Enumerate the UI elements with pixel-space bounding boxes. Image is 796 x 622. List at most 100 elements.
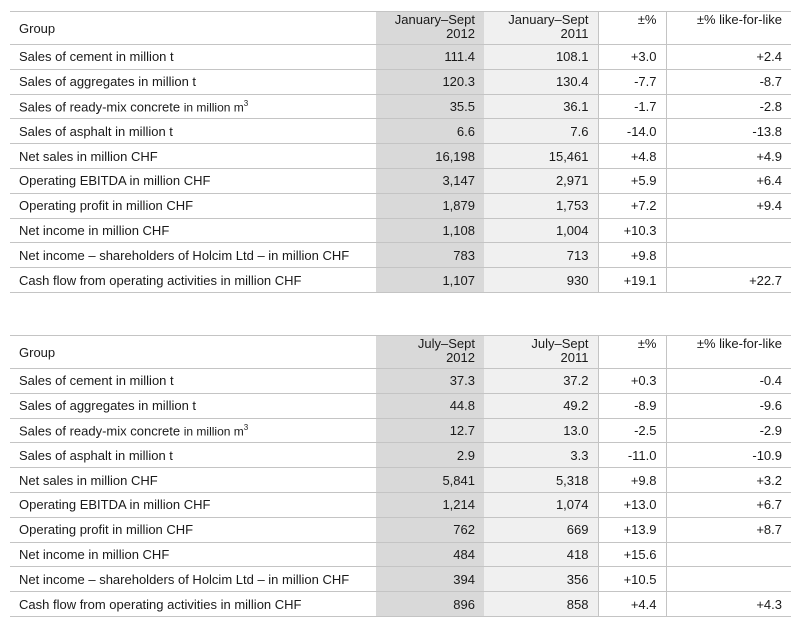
cell-v3: +5.9: [597, 167, 666, 194]
row-label: Operating profit in million CHF: [10, 516, 376, 543]
row-label: Sales of aggregates in million t: [10, 68, 376, 95]
label-text: Net income – shareholders of Holcim Ltd …: [19, 571, 350, 587]
label-text: Cash flow from operating activities in m…: [19, 596, 302, 612]
cell-v2: 1,753: [484, 192, 598, 219]
table-row: Sales of asphalt in million t 6.6 7.6 -14.0…: [10, 118, 791, 145]
table-row: Sales of cement in million t 37.3 37.2 +0.3…: [10, 368, 791, 394]
cell-v4: [665, 541, 791, 568]
table-row: Cash flow from operating activities in m…: [10, 267, 791, 293]
header-c2: January–Sept 2011: [484, 11, 598, 45]
table-row: Sales of cement in million t 111.4 108.1 +3…: [10, 44, 791, 70]
cell-v4: +22.7: [665, 267, 791, 293]
cell-v3: +7.2: [597, 192, 666, 219]
row-label: Net income – shareholders of Holcim Ltd …: [10, 566, 376, 593]
header-c1: January–Sept 2012: [376, 11, 484, 45]
table-row: Operating profit in million CHF 762 669 +13…: [10, 516, 791, 543]
cell-v2: 418: [484, 541, 598, 568]
row-label: Sales of asphalt in million t: [10, 442, 376, 469]
cell-v1: 111.4: [376, 44, 484, 70]
jan-sept-table: Group January–Sept 2012 January–Sept 2011 ±% ±…: [10, 11, 791, 293]
cell-v4: +3.2: [665, 467, 791, 493]
cell-v2: 2,971: [484, 167, 598, 194]
row-label: Net sales in million CHF: [10, 467, 376, 493]
header-change: ±%: [597, 11, 666, 45]
cell-v3: -11.0: [597, 442, 666, 469]
header-group: Group: [10, 335, 376, 369]
label-text: Cash flow from operating activities in m…: [19, 272, 302, 288]
header-c1: July–Sept 2012: [376, 335, 484, 369]
label-text: Operating profit in million CHF: [19, 198, 194, 214]
header-line1: July–Sept: [531, 336, 589, 351]
cell-v3: -7.7: [597, 68, 666, 95]
row-label: Operating EBITDA in million CHF: [10, 167, 376, 194]
label-text: Net sales in million CHF: [19, 472, 158, 488]
label-text: Sales of ready-mix concrete: [19, 423, 181, 439]
table-row: Cash flow from operating activities in m…: [10, 591, 791, 617]
cell-v1: 44.8: [376, 392, 484, 419]
label-unit: in million m: [183, 100, 244, 115]
header-line1: January–Sept: [508, 12, 589, 27]
label-text: Operating profit in million CHF: [19, 522, 194, 538]
table-row: Operating profit in million CHF 1,879 1,75…: [10, 192, 791, 219]
label-text: Sales of aggregates in million t: [19, 74, 197, 90]
label-text: Net income in million CHF: [19, 222, 170, 238]
label-sup: 3: [243, 422, 249, 432]
header-row: Group January–Sept 2012 January–Sept 2011 ±% ±…: [10, 11, 791, 45]
label-unit: in million m: [183, 424, 244, 439]
label-text: Net income in million CHF: [19, 546, 170, 562]
cell-v2: 36.1: [484, 93, 598, 120]
header-line1: July–Sept: [417, 336, 475, 351]
cell-v1: 1,108: [376, 217, 484, 244]
row-label: Net income in million CHF: [10, 541, 376, 568]
header-like-for-like: ±% like-for-like: [665, 335, 791, 369]
cell-v4: +8.7: [665, 516, 791, 543]
label-text: Sales of asphalt in million t: [19, 447, 173, 463]
cell-v3: +15.6: [597, 541, 666, 568]
table-row: Sales of ready-mix concrete in million m…: [10, 93, 791, 120]
cell-v2: 930: [484, 267, 598, 293]
cell-v3: +0.3: [597, 368, 666, 394]
cell-v3: -1.7: [597, 93, 666, 120]
cell-v3: +10.3: [597, 217, 666, 244]
table-row: Net income – shareholders of Holcim Ltd …: [10, 242, 791, 269]
cell-v4: [665, 566, 791, 593]
cell-v1: 896: [376, 591, 484, 617]
header-row: Group July–Sept 2012 July–Sept 2011 ±% ±% like…: [10, 335, 791, 369]
cell-v3: -14.0: [597, 118, 666, 145]
cell-v4: [665, 242, 791, 269]
header-line2: 2011: [560, 350, 589, 365]
header-group: Group: [10, 11, 376, 45]
cell-v2: 1,004: [484, 217, 598, 244]
cell-v4: +4.9: [665, 143, 791, 169]
label-text: Operating EBITDA in million CHF: [19, 173, 211, 189]
label-text: Sales of aggregates in million t: [19, 398, 197, 414]
cell-v1: 394: [376, 566, 484, 593]
cell-v3: +3.0: [597, 44, 666, 70]
jul-sept-table: Group July–Sept 2012 July–Sept 2011 ±% ±% like…: [10, 335, 791, 617]
cell-v2: 713: [484, 242, 598, 269]
table-row: Operating EBITDA in million CHF 3,147 2,97…: [10, 167, 791, 194]
row-label: Net income – shareholders of Holcim Ltd …: [10, 242, 376, 269]
cell-v1: 1,879: [376, 192, 484, 219]
cell-v4: +2.4: [665, 44, 791, 70]
cell-v3: +4.4: [597, 591, 666, 617]
header-c2: July–Sept 2011: [484, 335, 598, 369]
cell-v1: 16,198: [376, 143, 484, 169]
cell-v2: 130.4: [484, 68, 598, 95]
cell-v3: -8.9: [597, 392, 666, 419]
label-text: Sales of cement in million t: [19, 49, 174, 65]
label-text: Sales of asphalt in million t: [19, 123, 173, 139]
cell-v2: 108.1: [484, 44, 598, 70]
table-row: Sales of aggregates in million t 120.3 130…: [10, 68, 791, 95]
cell-v3: +10.5: [597, 566, 666, 593]
table-row: Sales of aggregates in million t 44.8 49.2…: [10, 392, 791, 419]
cell-v4: +4.3: [665, 591, 791, 617]
cell-v2: 13.0: [484, 417, 598, 444]
row-label: Net income in million CHF: [10, 217, 376, 244]
cell-v4: -0.4: [665, 368, 791, 394]
cell-v2: 858: [484, 591, 598, 617]
row-label: Sales of aggregates in million t: [10, 392, 376, 419]
cell-v2: 49.2: [484, 392, 598, 419]
cell-v4: -9.6: [665, 392, 791, 419]
cell-v3: +9.8: [597, 467, 666, 493]
